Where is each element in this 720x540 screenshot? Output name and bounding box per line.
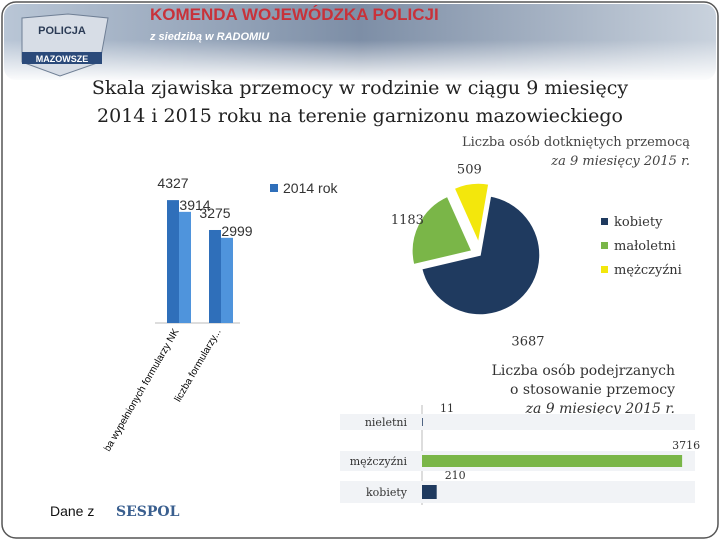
legend-label: małoletni xyxy=(614,239,676,254)
badge-top: POLICJA xyxy=(38,25,86,37)
bar xyxy=(422,455,683,467)
data-label: 509 xyxy=(457,163,482,178)
chart-title: o stosowanie przemocy xyxy=(510,382,675,398)
bar xyxy=(422,418,423,426)
bar xyxy=(422,485,437,499)
chart-title: Liczba osób podejrzanych xyxy=(492,363,675,379)
y-tick-label: kobiety xyxy=(366,486,408,499)
data-label: 3687 xyxy=(511,334,544,349)
legend-label: kobiety xyxy=(614,215,663,230)
pie-slice xyxy=(420,195,541,316)
badge-bottom: MAZOWSZE xyxy=(36,54,89,64)
slide-title: 2014 i 2015 roku na terenie garnizonu ma… xyxy=(97,105,623,127)
source-prefix: Dane z xyxy=(50,503,94,519)
chart-subtitle: za 9 miesięcy 2015 r. xyxy=(525,401,675,417)
chart-title: Liczba osób dotkniętych przemocą xyxy=(462,135,690,150)
banner-title: KOMENDA WOJEWÓDZKA POLICJI xyxy=(150,5,439,24)
bar xyxy=(179,211,191,323)
data-label: 3716 xyxy=(672,439,700,452)
badge-strip xyxy=(22,52,102,64)
banner-subtitle: z siedzibą w RADOMIU xyxy=(149,31,270,43)
slide-title: Skala zjawiska przemocy w rodzinie w cią… xyxy=(92,77,629,99)
chart-subtitle: za 9 miesięcy 2015 r. xyxy=(550,154,690,169)
pie-slice xyxy=(411,195,473,266)
source: SESPOL xyxy=(116,504,180,520)
data-label: 210 xyxy=(445,469,466,482)
data-label: 3275 xyxy=(199,205,230,221)
y-tick-label: mężczyźni xyxy=(350,455,408,468)
legend-label: 2014 rok xyxy=(283,180,338,196)
legend-swatch xyxy=(601,266,608,273)
data-label: 4327 xyxy=(157,175,188,191)
bar xyxy=(167,200,179,323)
bar xyxy=(221,237,233,323)
legend-swatch xyxy=(601,218,608,225)
data-label: 2999 xyxy=(221,223,252,239)
data-label: 1183 xyxy=(391,213,424,228)
data-label: 3914 xyxy=(179,197,210,213)
legend-swatch xyxy=(270,184,278,192)
banner-fade xyxy=(4,40,716,82)
data-label: 11 xyxy=(440,402,454,415)
y-tick-label: nieletni xyxy=(365,416,408,429)
bar xyxy=(209,229,221,323)
row-band xyxy=(340,414,695,430)
pie-slice xyxy=(453,182,490,246)
legend-label: mężczyźni xyxy=(614,263,682,278)
legend-swatch xyxy=(601,242,608,249)
